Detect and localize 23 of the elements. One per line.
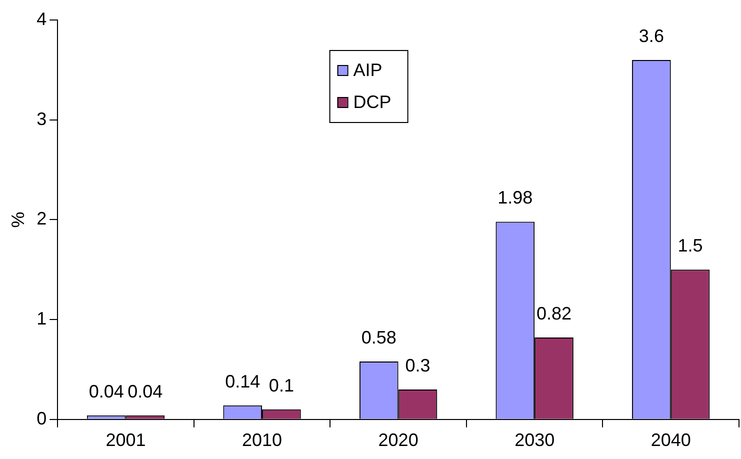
y-tick-label: 2 <box>36 208 47 229</box>
data-label: 3.6 <box>638 26 664 46</box>
data-label: 1.5 <box>678 236 703 256</box>
data-label: 0.14 <box>225 371 260 392</box>
x-tick-label: 2001 <box>106 430 146 450</box>
data-label: 0.58 <box>361 327 396 348</box>
legend-label: AIP <box>353 60 382 80</box>
data-label: 1.98 <box>498 188 533 208</box>
y-tick-label: 4 <box>36 8 47 29</box>
data-label: 0.1 <box>268 375 294 396</box>
y-tick-label: 1 <box>36 308 47 329</box>
x-tick-label: 2030 <box>514 430 555 450</box>
data-label: 0.04 <box>128 381 163 402</box>
y-tick-label: 3 <box>36 108 47 129</box>
y-axis-title: % <box>8 212 28 228</box>
x-tick-label: 2020 <box>378 430 418 450</box>
x-tick-label: 2010 <box>242 430 282 450</box>
data-label: 0.82 <box>536 303 572 324</box>
y-tick-label: 0 <box>36 408 47 428</box>
legend-label: DCP <box>353 92 392 112</box>
x-tick-label: 2040 <box>650 430 691 450</box>
data-label: 0.04 <box>88 381 124 402</box>
data-label: 0.3 <box>405 355 430 376</box>
